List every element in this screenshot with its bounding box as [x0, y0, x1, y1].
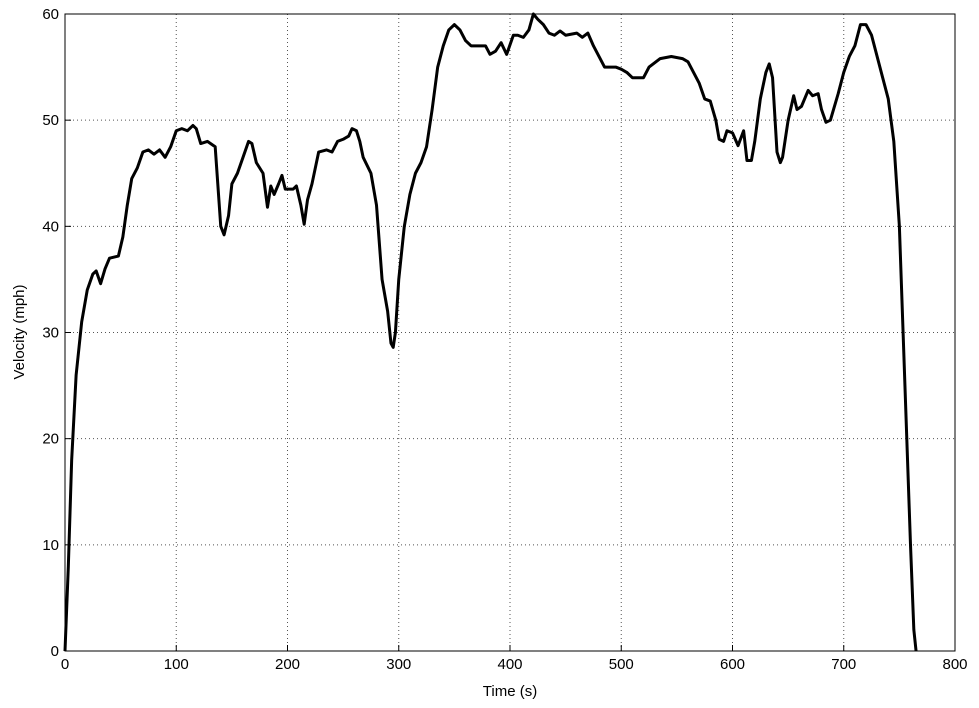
x-axis-label: Time (s)	[483, 683, 537, 700]
plot-frame	[64, 13, 956, 652]
y-tick-label: 0	[51, 643, 59, 660]
x-tick-label: 400	[497, 656, 522, 673]
y-tick-label: 20	[42, 431, 59, 448]
y-tick-label: 10	[42, 537, 59, 554]
x-tick-label: 300	[386, 656, 411, 673]
y-axis-label: Velocity (mph)	[11, 284, 28, 379]
x-tick-label: 100	[164, 656, 189, 673]
y-tick-label: 60	[42, 6, 59, 23]
x-tick-label: 200	[275, 656, 300, 673]
y-tick-label: 50	[42, 112, 59, 129]
data-line	[63, 12, 918, 652]
x-tick-label: 600	[720, 656, 745, 673]
x-tick-label: 0	[61, 656, 69, 673]
x-tick-label: 800	[942, 656, 967, 673]
x-tick-label: 500	[609, 656, 634, 673]
x-tick-label: 700	[831, 656, 856, 673]
y-tick-label: 40	[42, 218, 59, 235]
y-tick-label: 30	[42, 325, 59, 342]
